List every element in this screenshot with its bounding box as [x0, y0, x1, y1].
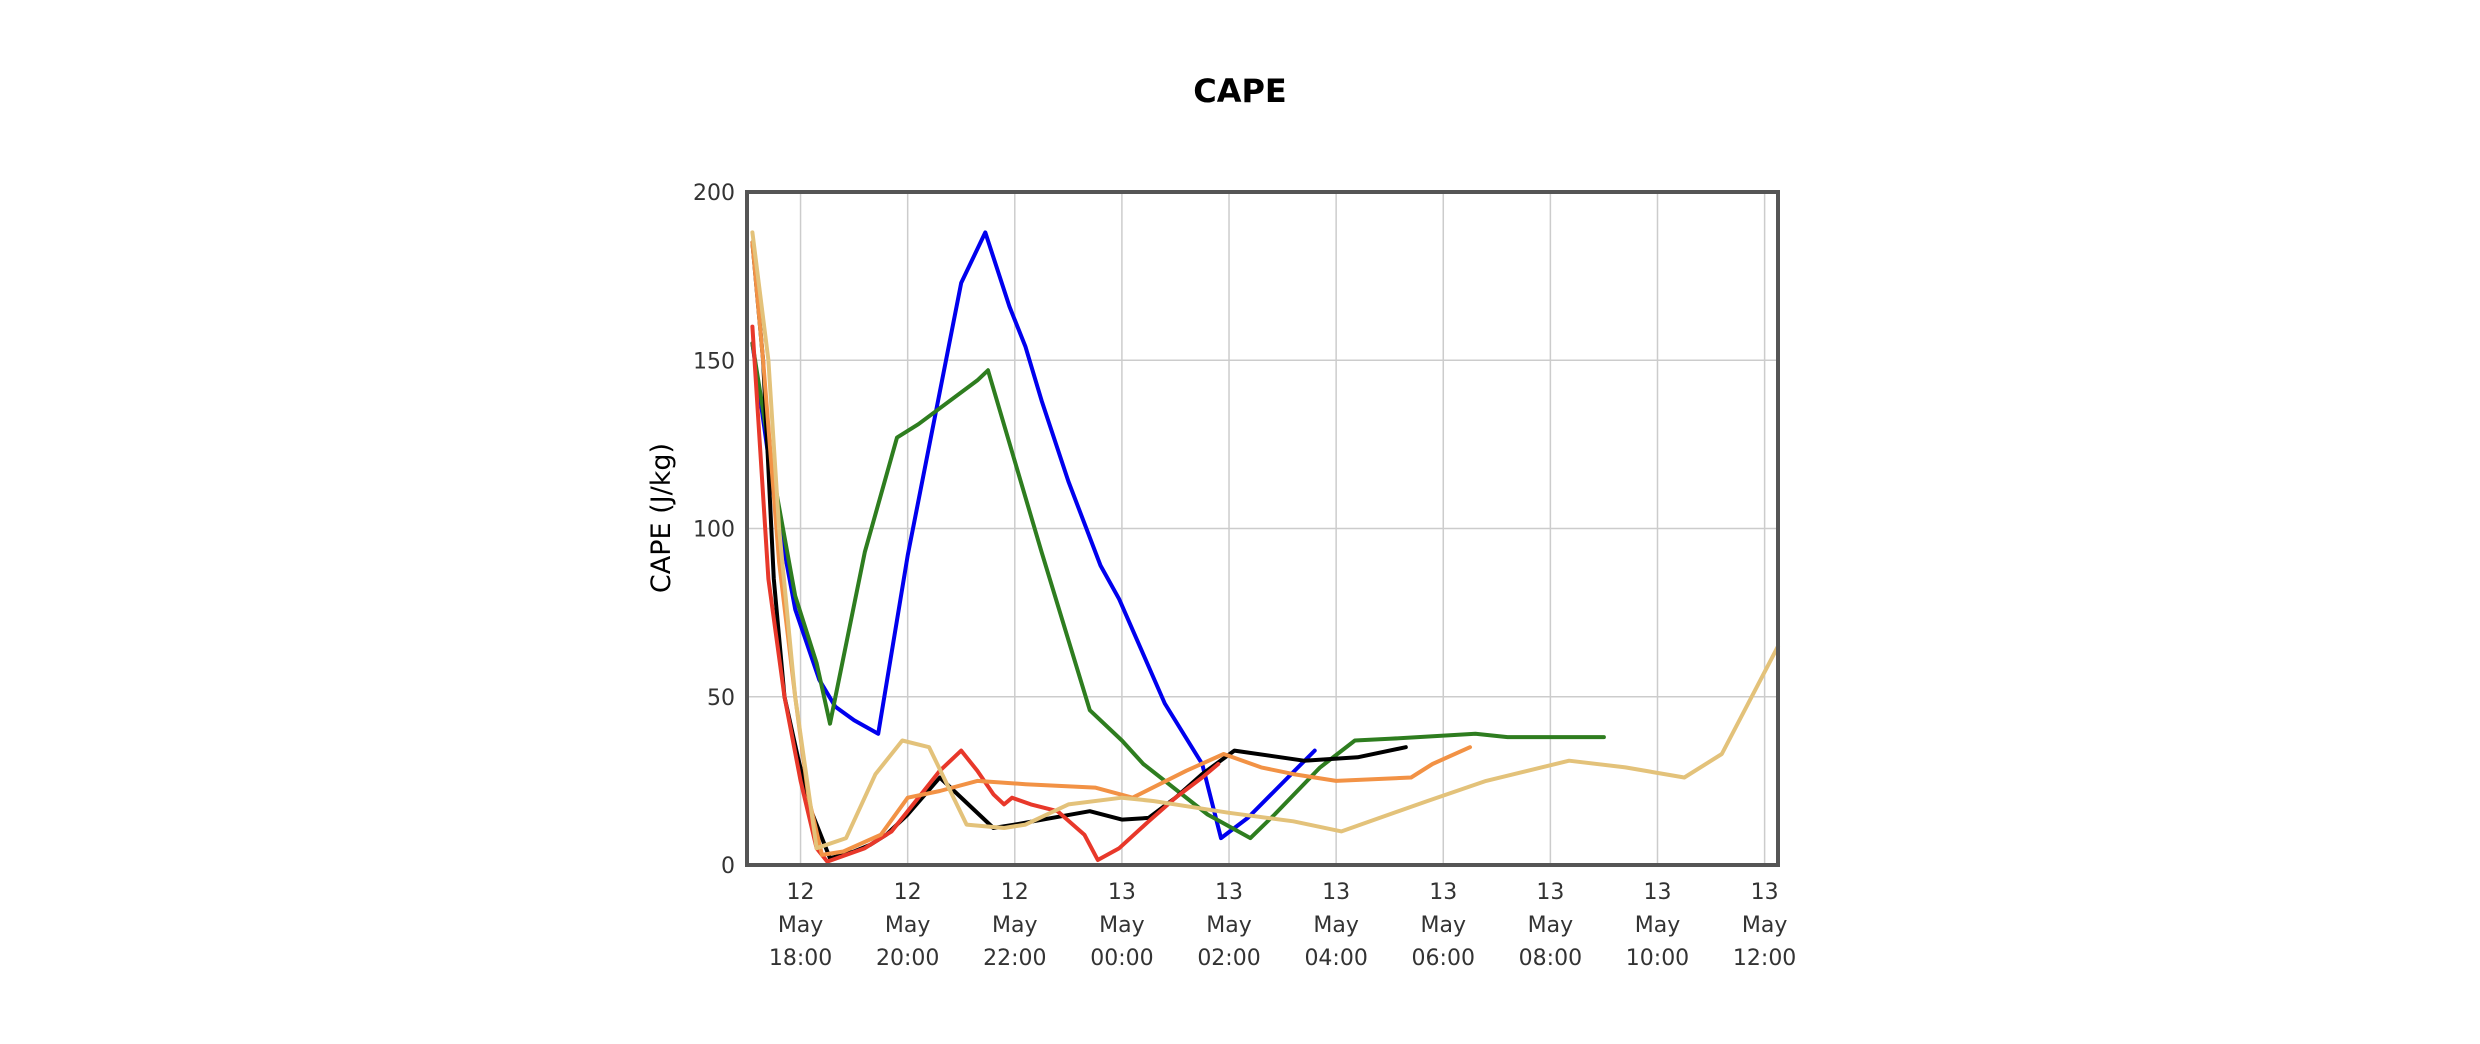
gridlines — [747, 192, 1778, 865]
y-tick-label: 0 — [721, 854, 735, 879]
x-tick-label: 13 May 10:00 — [1626, 880, 1689, 971]
plot-area-border — [745, 190, 1780, 867]
y-axis-label: CAPE (J/kg) — [646, 443, 677, 593]
x-tick-label: 12 May 22:00 — [983, 880, 1046, 971]
x-tick-label: 13 May 04:00 — [1304, 880, 1367, 971]
series-line-2 — [750, 341, 1606, 841]
x-tick-label: 13 May 12:00 — [1733, 880, 1796, 971]
x-axis-ticks: 12 May 18:00 12 May 20:00 12 May 22:00 13 May 00:00… — [769, 880, 1796, 971]
x-tick-label: 12 May 20:00 — [876, 880, 939, 971]
x-tick-label: 13 May 06:00 — [1412, 880, 1475, 971]
x-tick-label: 13 May 02:00 — [1197, 880, 1260, 971]
series-line-3 — [750, 240, 1408, 861]
y-axis-ticks: 0 50 100 150 200 — [693, 181, 735, 879]
chart-title: CAPE — [1193, 72, 1287, 110]
x-tick-label: 13 May 00:00 — [1090, 880, 1153, 971]
y-tick-label: 50 — [707, 686, 735, 711]
series-line-6 — [750, 230, 1780, 851]
series-line-1 — [750, 230, 1317, 841]
y-tick-label: 100 — [693, 518, 735, 543]
y-tick-label: 200 — [693, 181, 735, 206]
x-tick-label: 12 May 18:00 — [769, 880, 832, 971]
y-tick-label: 150 — [693, 349, 735, 374]
x-tick-label: 13 May 08:00 — [1519, 880, 1582, 971]
series-lines — [750, 230, 1780, 864]
series-line-5 — [750, 240, 1472, 857]
